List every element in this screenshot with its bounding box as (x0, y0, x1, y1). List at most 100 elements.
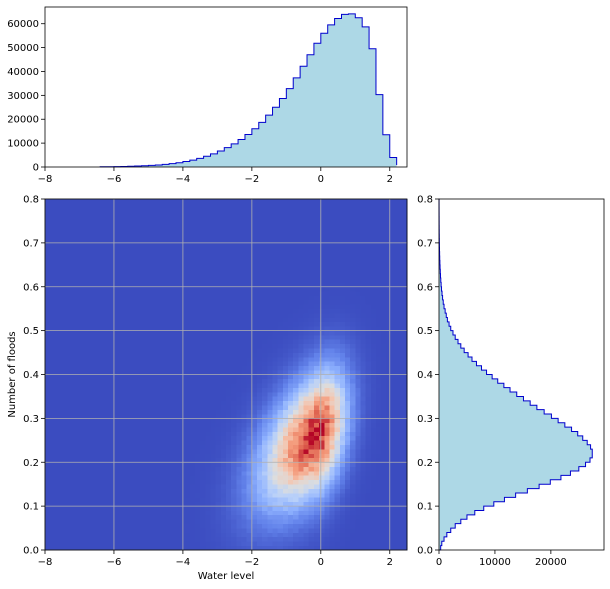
heatmap-cell (241, 497, 247, 503)
heatmap-cell (360, 457, 366, 463)
heatmap-cell (324, 299, 330, 305)
heatmap-cell (267, 365, 273, 371)
heatmap-cell (308, 519, 315, 524)
heatmap-cell (262, 282, 268, 288)
heatmap-cell (76, 229, 82, 235)
heatmap-cell (251, 449, 258, 454)
heatmap-cell (45, 352, 51, 358)
heatmap-cell (148, 256, 154, 261)
heatmap-cell (262, 457, 268, 463)
heatmap-cell (76, 392, 82, 397)
heatmap-cell (127, 514, 134, 520)
heatmap-cell (257, 282, 263, 288)
heatmap-cell (226, 462, 232, 467)
heatmap-cell (313, 440, 320, 445)
heatmap-cell (220, 462, 227, 467)
heatmap-cell (236, 247, 242, 252)
heatmap-cell (257, 251, 263, 257)
heatmap-cell (257, 413, 263, 419)
heatmap-cell (65, 449, 72, 454)
heatmap-cell (272, 313, 279, 318)
heatmap-cell (319, 313, 325, 318)
heatmap-cell (153, 348, 160, 353)
heatmap-cell (215, 234, 222, 239)
heatmap-cell (334, 396, 341, 402)
heatmap-cell (288, 528, 294, 533)
heatmap-cell (231, 273, 237, 279)
heatmap-cell (200, 514, 206, 520)
heatmap-cell (122, 444, 129, 450)
heatmap-cell (319, 466, 325, 472)
heatmap-cell (96, 348, 103, 353)
heatmap-cell (262, 484, 268, 489)
heatmap-cell (334, 286, 341, 292)
heatmap-cell (153, 523, 160, 529)
heatmap-cell (96, 299, 103, 305)
heatmap-cell (319, 269, 325, 274)
heatmap-cell (50, 234, 56, 239)
heatmap-cell (205, 532, 211, 538)
heatmap-cell (231, 225, 237, 231)
heatmap-cell (122, 352, 129, 358)
heatmap-cell (215, 212, 222, 217)
heatmap-cell (288, 497, 294, 503)
heatmap-cell (55, 335, 61, 340)
heatmap-cell (282, 348, 289, 353)
heatmap-cell (257, 234, 263, 239)
heatmap-cell (257, 361, 263, 367)
heatmap-cell (117, 378, 123, 384)
heatmap-cell (282, 383, 289, 388)
heatmap-cell (45, 528, 51, 533)
heatmap-cell (298, 506, 304, 511)
heatmap-cell (189, 234, 196, 239)
heatmap-cell (334, 264, 341, 270)
heatmap-cell (76, 343, 82, 349)
heatmap-cell (60, 229, 66, 235)
heatmap-cell (200, 536, 206, 542)
heatmap-cell (324, 304, 330, 309)
heatmap-cell (272, 291, 279, 296)
heatmap-cell (267, 497, 273, 503)
heatmap-cell (282, 313, 289, 318)
heatmap-cell (153, 422, 160, 428)
heatmap-cell (319, 492, 325, 498)
heatmap-cell (65, 440, 72, 445)
heatmap-cell (267, 545, 273, 551)
heatmap-cell (355, 545, 361, 551)
heatmap-cell (184, 400, 191, 406)
heatmap-cell (117, 370, 123, 375)
heatmap-cell (257, 220, 263, 226)
heatmap-cell (303, 532, 310, 538)
heatmap-cell (339, 462, 346, 467)
heatmap-cell (324, 225, 330, 231)
heatmap-cell (241, 374, 247, 380)
heatmap-cell (205, 422, 211, 428)
heatmap-cell (288, 212, 294, 217)
heatmap-cell (282, 343, 289, 349)
heatmap-cell (319, 220, 325, 226)
heatmap-cell (220, 400, 227, 406)
heatmap-cell (298, 348, 304, 353)
heatmap-cell (148, 466, 154, 472)
heatmap-cell (153, 449, 160, 454)
heatmap-cell (91, 444, 98, 450)
heatmap-cell (293, 532, 299, 538)
heatmap-cell (205, 435, 211, 441)
heatmap-cell (303, 444, 310, 450)
heatmap-cell (122, 453, 129, 459)
heatmap-cell (112, 510, 118, 516)
heatmap-cell (200, 242, 206, 248)
heatmap-cell (179, 220, 185, 226)
heatmap-cell (132, 541, 139, 546)
heatmap-cell (86, 400, 92, 406)
heatmap-cell (179, 207, 185, 213)
heatmap-cell (91, 216, 98, 222)
heatmap-cell (324, 264, 330, 270)
heatmap-cell (96, 497, 103, 503)
heatmap-cell (189, 326, 196, 331)
heatmap-cell (257, 488, 263, 494)
heatmap-cell (96, 229, 103, 235)
top-histogram-outline (99, 13, 398, 168)
heatmap-cell (163, 242, 170, 248)
heatmap-cell (184, 457, 191, 463)
